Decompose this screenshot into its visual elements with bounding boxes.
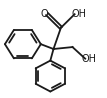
Text: OH: OH (71, 9, 86, 19)
Text: O: O (41, 9, 48, 19)
Text: OH: OH (82, 54, 97, 64)
